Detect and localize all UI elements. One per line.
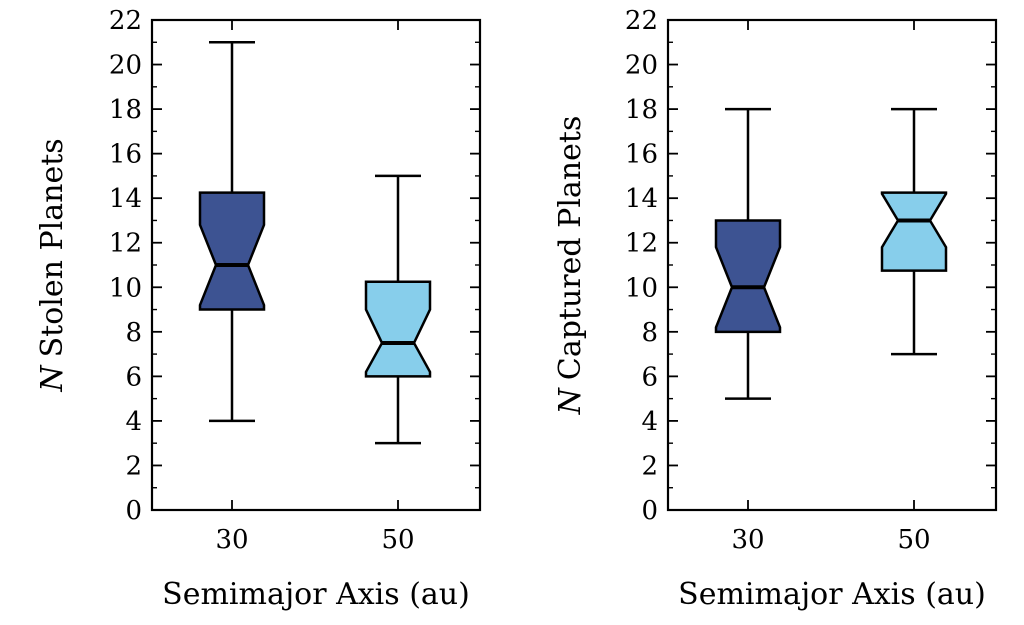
y-tick-label: 20 — [625, 51, 658, 81]
y-tick-label: 22 — [625, 6, 658, 36]
box-50 — [880, 191, 948, 272]
x-axis-label: Semimajor Axis (au) — [162, 577, 470, 612]
y-tick-label: 14 — [625, 184, 658, 214]
y-tick-label: 22 — [109, 6, 142, 36]
y-axis-label: N Captured Planets — [553, 116, 588, 416]
y-tick-label: 16 — [625, 140, 658, 170]
y-axis-label: N Stolen Planets — [35, 138, 70, 392]
x-axis-label: Semimajor Axis (au) — [678, 577, 986, 612]
y-axis-label-symbol: N — [35, 364, 70, 393]
y-axis-label-text: Captured Planets — [553, 116, 588, 380]
y-tick-label: 20 — [109, 51, 142, 81]
x-tick-label: 30 — [215, 525, 248, 555]
left-chart-panel: 0 2 4 6 8 10 12 14 16 18 20 22 30 50 Semimajor Axis (a… — [35, 6, 482, 612]
y-axis-label-symbol: N — [553, 386, 588, 415]
x-tick-label: 50 — [381, 525, 414, 555]
y-tick-label: 6 — [125, 362, 142, 392]
y-tick-label: 18 — [109, 95, 142, 125]
y-tick-label: 14 — [109, 184, 142, 214]
y-tick-label: 4 — [125, 407, 142, 437]
box-30 — [714, 219, 782, 334]
y-tick-label: 2 — [125, 451, 142, 481]
y-tick-label: 16 — [109, 140, 142, 170]
y-tick-label: 0 — [641, 496, 658, 526]
y-tick-label: 10 — [625, 273, 658, 303]
x-tick-label: 50 — [897, 525, 930, 555]
plot-frame — [150, 18, 482, 512]
y-tick-label: 4 — [641, 407, 658, 437]
y-tick-label: 6 — [641, 362, 658, 392]
y-tick-label: 0 — [125, 496, 142, 526]
y-tick-label: 12 — [625, 229, 658, 259]
box-30 — [198, 191, 266, 311]
y-tick-label: 18 — [625, 95, 658, 125]
y-tick-label: 10 — [109, 273, 142, 303]
y-tick-label: 8 — [641, 318, 658, 348]
y-tick-label: 8 — [125, 318, 142, 348]
right-chart-panel: 0 2 4 6 8 10 12 14 16 18 20 22 30 50 Semimajor Axis (a… — [553, 6, 998, 612]
y-tick-label: 2 — [641, 451, 658, 481]
y-axis-label-text: Stolen Planets — [35, 138, 70, 357]
box-50 — [364, 280, 432, 378]
y-tick-label: 12 — [109, 229, 142, 259]
x-tick-label: 30 — [731, 525, 764, 555]
